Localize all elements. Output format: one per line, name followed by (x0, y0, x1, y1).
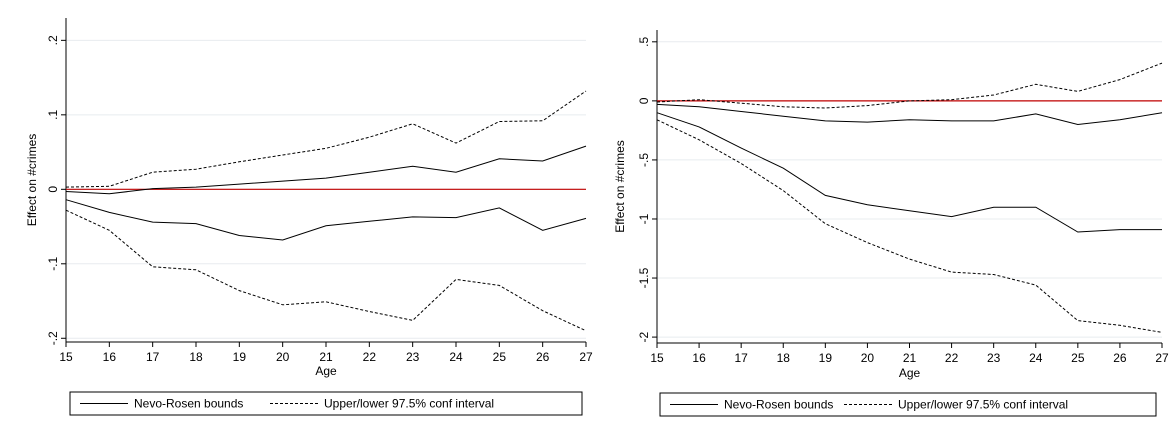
x-tick-label: 20 (861, 351, 875, 365)
x-tick-label: 27 (579, 350, 593, 364)
y-tick-label: .1 (46, 110, 60, 120)
legend-label-ci: Upper/lower 97.5% conf interval (324, 397, 494, 411)
legend-label-bounds: Nevo-Rosen bounds (724, 398, 833, 412)
y-tick-label: -2 (637, 331, 651, 342)
x-tick-label: 17 (146, 350, 160, 364)
y-tick-label: 0 (46, 186, 60, 193)
y-tick-label: .5 (637, 36, 651, 46)
x-tick-label: 17 (734, 351, 748, 365)
bounds-line (65, 199, 587, 241)
x-tick-label: 25 (493, 350, 507, 364)
x-tick-label: 23 (406, 350, 420, 364)
chart-left: -.2 -.1 0 .1 .2 15 16 17 18 19 20 21 22 23 24 25 26 27 Age… (25, 18, 593, 416)
y-tick-label: -.5 (637, 153, 651, 167)
x-tick-label: 21 (903, 351, 917, 365)
bounds-line (65, 145, 587, 195)
x-tick-label: 23 (987, 351, 1001, 365)
x-tick-label: 22 (945, 351, 959, 365)
x-tick-label: 26 (1113, 351, 1127, 365)
x-tick-label: 26 (536, 350, 550, 364)
x-tick-label: 24 (449, 350, 463, 364)
y-axis-title: Effect on #crimes (613, 140, 627, 232)
x-tick-label: 21 (319, 350, 333, 364)
x-tick-label: 25 (1071, 351, 1085, 365)
x-tick-label: 16 (103, 350, 117, 364)
legend-box (69, 391, 583, 416)
x-tick-label: 24 (1029, 351, 1043, 365)
x-axis-title: Age (899, 366, 921, 380)
conf-interval-line (65, 209, 587, 332)
y-tick-label: 0 (637, 97, 651, 104)
chart-panel-right: -2 -1.5 -1 -.5 0 .5 15 16 17 18 19 20 21 22 23 24 25 26 27… (604, 0, 1174, 435)
bounds-line (656, 112, 1162, 233)
y-tick-label: -1.5 (637, 267, 651, 288)
conf-interval-line (656, 119, 1163, 333)
legend-box (659, 392, 1157, 417)
x-tick-label: 19 (819, 351, 833, 365)
x-tick-label: 16 (692, 351, 706, 365)
x-tick-label: 18 (189, 350, 203, 364)
x-tick-label: 22 (363, 350, 377, 364)
y-tick-label: .2 (46, 35, 60, 45)
chart-right: -2 -1.5 -1 -.5 0 .5 15 16 17 18 19 20 21 22 23 24 25 26 27… (613, 30, 1169, 417)
x-tick-label: 20 (276, 350, 290, 364)
legend-label-bounds: Nevo-Rosen bounds (134, 397, 243, 411)
bounds-line (656, 103, 1163, 126)
y-axis-title: Effect on #crimes (25, 134, 39, 226)
legend-label-ci: Upper/lower 97.5% conf interval (898, 398, 1068, 412)
y-tick-label: -1 (637, 213, 651, 224)
y-tick-label: -.1 (46, 256, 60, 270)
conf-interval-line (65, 90, 587, 188)
x-tick-label: 15 (59, 350, 73, 364)
x-tick-label: 18 (777, 351, 791, 365)
x-axis-title: Age (315, 364, 337, 378)
y-tick-label: -.2 (46, 331, 60, 345)
x-tick-label: 15 (650, 351, 664, 365)
x-tick-label: 19 (233, 350, 247, 364)
chart-panel-left: -.2 -.1 0 .1 .2 15 16 17 18 19 20 21 22 23 24 25 26 27 Age… (25, 18, 593, 416)
x-tick-label: 27 (1155, 351, 1169, 365)
